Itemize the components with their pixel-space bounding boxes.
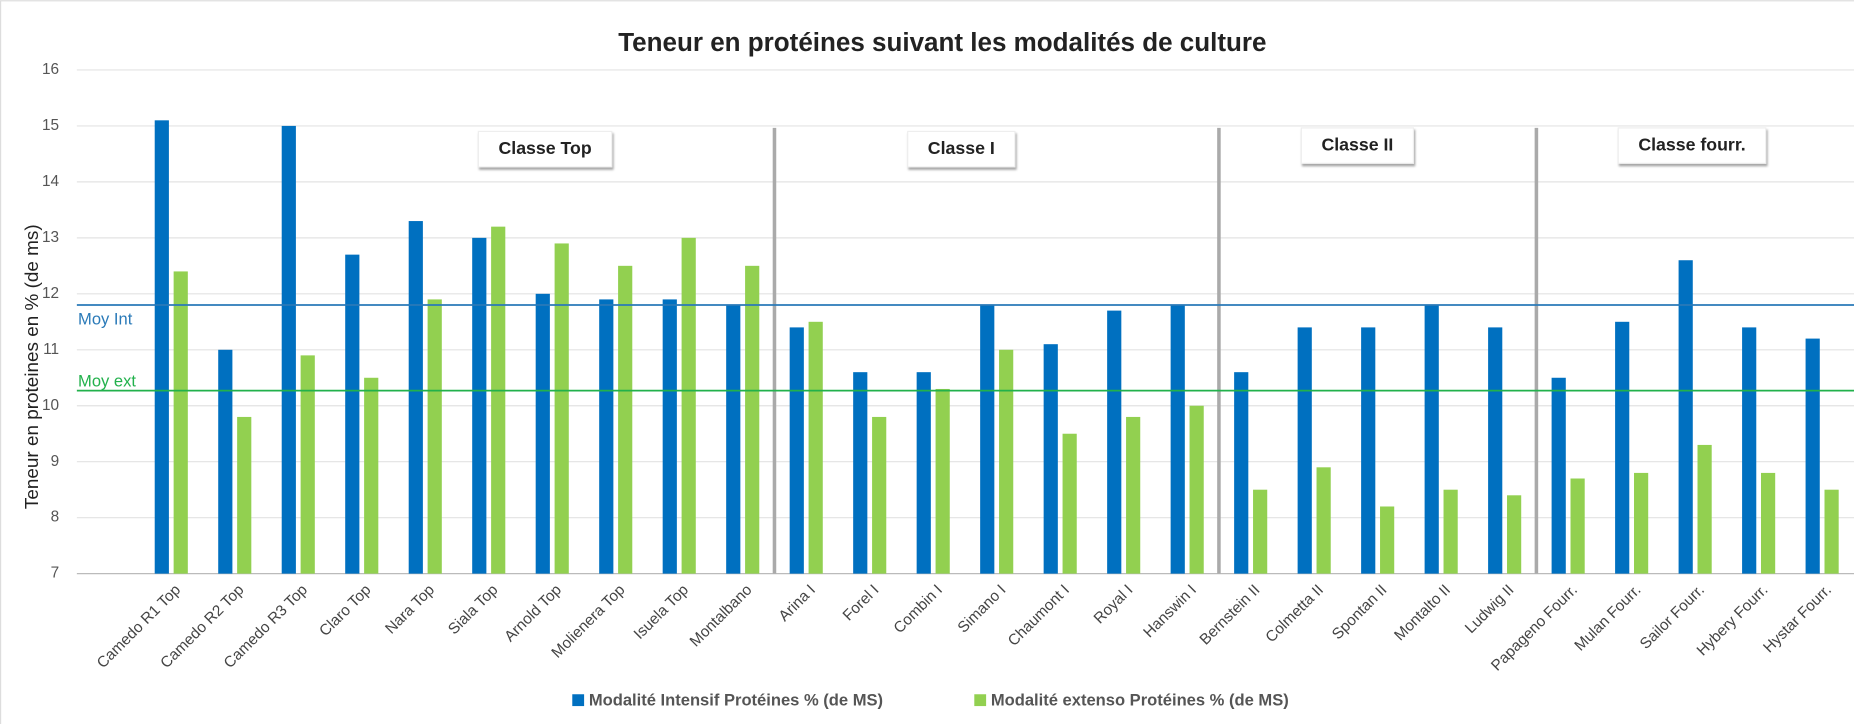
bar <box>1615 321 1630 574</box>
bar <box>1062 433 1077 574</box>
bar <box>1761 472 1776 574</box>
bar <box>599 299 614 574</box>
bar <box>726 305 741 574</box>
bar <box>535 293 550 574</box>
bar <box>1634 472 1649 574</box>
bar <box>1507 495 1522 574</box>
y-tick-label: 8 <box>51 509 60 526</box>
bar <box>1570 478 1585 574</box>
y-tick-label: 9 <box>51 453 60 470</box>
bar <box>1316 467 1331 574</box>
bar <box>745 265 760 574</box>
bar <box>980 305 995 574</box>
reference-label: Moy ext <box>78 372 136 391</box>
bar <box>1424 305 1439 574</box>
bar <box>237 416 252 574</box>
bar <box>427 299 442 574</box>
bar <box>916 372 931 574</box>
bar <box>1824 489 1839 574</box>
y-tick-label: 16 <box>42 61 59 78</box>
bar <box>472 237 487 574</box>
bar <box>1380 506 1395 574</box>
reference-label: Moy Int <box>78 310 133 329</box>
bar <box>935 388 950 574</box>
group-label-box <box>1300 127 1415 164</box>
bar <box>853 372 868 574</box>
bar <box>173 271 188 574</box>
group-label: Classe fourr. <box>1638 134 1745 154</box>
y-tick-label: 14 <box>42 173 60 190</box>
bar <box>345 254 360 574</box>
bar <box>1443 489 1458 574</box>
bar <box>1107 310 1122 574</box>
bar <box>1678 260 1693 574</box>
bar <box>808 321 823 574</box>
bar <box>1361 327 1376 574</box>
bar <box>364 377 379 574</box>
bar <box>300 355 315 574</box>
bar <box>1043 344 1058 574</box>
bar <box>554 243 569 574</box>
bar <box>1488 327 1503 574</box>
bar <box>618 265 633 574</box>
bar <box>1697 444 1712 574</box>
group-label: Classe II <box>1321 134 1393 154</box>
legend-swatch <box>572 694 585 707</box>
group-label-box <box>907 130 1016 168</box>
bar <box>1126 416 1141 574</box>
bar <box>1551 377 1566 574</box>
bar <box>1297 327 1312 574</box>
bar <box>281 125 296 574</box>
y-tick-label: 11 <box>43 341 59 358</box>
bar <box>408 221 423 574</box>
legend-label: Modalité Intensif Protéines % (de MS) <box>589 691 883 710</box>
bar <box>662 299 677 574</box>
group-label: Classe Top <box>498 138 591 158</box>
legend-label: Modalité extenso Protéines % (de MS) <box>991 691 1289 710</box>
bar <box>1234 372 1249 574</box>
y-tick-label: 13 <box>42 229 59 246</box>
bar <box>1742 327 1757 574</box>
group-label: Classe I <box>928 138 995 158</box>
y-axis-title: Teneur en proteines en % (de ms) <box>22 224 43 509</box>
bar <box>154 120 169 574</box>
bar <box>1170 305 1185 574</box>
y-tick-label: 15 <box>42 117 59 134</box>
bar <box>999 349 1014 574</box>
y-tick-label: 12 <box>42 285 59 302</box>
bar <box>1189 405 1204 574</box>
bar <box>872 416 887 574</box>
group-label-box <box>1617 127 1767 164</box>
bar <box>218 349 233 574</box>
y-tick-label: 7 <box>51 565 60 582</box>
chart-title: Teneur en protéines suivant les modalité… <box>618 27 1266 57</box>
y-tick-label: 10 <box>42 397 59 414</box>
bar <box>789 327 804 574</box>
group-label-box <box>477 130 613 168</box>
bar <box>491 226 506 574</box>
bar <box>1253 489 1268 574</box>
bar <box>681 237 696 574</box>
bar <box>1805 338 1820 574</box>
legend-swatch <box>974 694 987 707</box>
